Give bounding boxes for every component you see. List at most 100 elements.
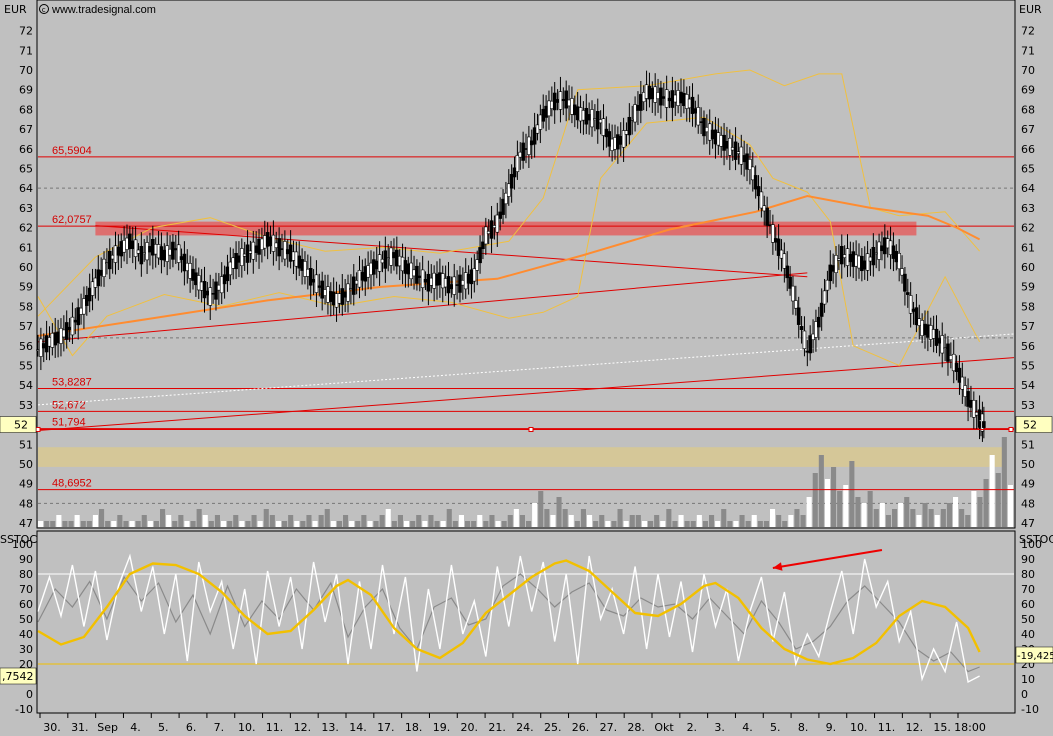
candle (484, 226, 488, 245)
volume-bar (849, 461, 855, 527)
volume-bar (971, 491, 977, 527)
candle (647, 85, 652, 100)
candle (231, 257, 235, 269)
line-handle (35, 426, 41, 432)
candle (82, 298, 86, 315)
volume-bar (123, 521, 129, 527)
candle (748, 159, 752, 171)
candle (963, 385, 968, 397)
volume-bar (172, 521, 178, 527)
volume-bar (56, 515, 62, 527)
candle (328, 291, 333, 302)
candle (954, 362, 959, 373)
candle (676, 90, 680, 106)
volume-bar (184, 521, 190, 527)
price-tick-right: 65 (1021, 162, 1035, 175)
volume-bar (422, 521, 428, 527)
stoch-tick-left: -10 (15, 703, 33, 716)
volume-bar (391, 521, 397, 527)
volume-bar (416, 515, 422, 527)
candle (191, 268, 195, 281)
volume-bar (733, 521, 739, 527)
price-marker-left: 52 (14, 419, 28, 432)
candle (357, 270, 362, 288)
candle (575, 106, 580, 121)
candle (386, 257, 391, 259)
candle (56, 331, 60, 344)
price-tick-right: 55 (1021, 359, 1035, 372)
candle (667, 97, 672, 102)
price-tick-right: 69 (1021, 84, 1035, 97)
volume-bar (837, 491, 843, 527)
candle (228, 261, 233, 276)
candle (145, 242, 149, 261)
candle (974, 411, 979, 416)
price-tick-right: 58 (1021, 300, 1035, 313)
volume-bar (349, 521, 355, 527)
candle (636, 104, 640, 111)
candle (753, 175, 758, 190)
price-tick-right: 51 (1021, 438, 1035, 451)
volume-bar (763, 521, 769, 527)
currency-right: EUR (1019, 3, 1042, 16)
stoch-tick-right: -10 (1021, 703, 1039, 716)
price-tick-right: 68 (1021, 103, 1035, 116)
candle (271, 234, 276, 252)
price-marker-right-box (1015, 416, 1053, 433)
candle (498, 211, 502, 219)
candle (452, 276, 457, 295)
candle (199, 281, 204, 291)
volume-bar (721, 509, 727, 527)
price-tick-left: 48 (19, 497, 33, 510)
candle (707, 123, 712, 141)
candle (67, 326, 72, 331)
stoch-slow-line (37, 573, 980, 673)
volume-bar (861, 503, 867, 527)
candle (265, 232, 270, 247)
candle (509, 174, 514, 189)
candle (624, 130, 629, 135)
volume-bar (745, 521, 751, 527)
candle (481, 241, 485, 249)
candle (185, 262, 190, 271)
candle (449, 284, 454, 290)
candle (725, 141, 729, 149)
volume-bar (831, 467, 837, 527)
candle (119, 241, 124, 257)
stoch-tick-left: 100 (12, 538, 33, 551)
candle (550, 100, 554, 109)
candle (274, 242, 279, 248)
candle (142, 252, 147, 255)
candle (633, 104, 637, 123)
x-label: 2. (687, 721, 698, 734)
candle (176, 244, 181, 263)
price-tick-left: 55 (19, 359, 33, 372)
candle (116, 246, 121, 256)
candle (380, 258, 385, 264)
candle (552, 92, 557, 111)
candle (64, 322, 69, 340)
candle (564, 90, 568, 109)
candle (245, 244, 250, 263)
volume-bar (788, 515, 794, 527)
volume-bar (751, 515, 757, 527)
candle (641, 92, 646, 103)
candle (383, 250, 388, 269)
candle (41, 343, 46, 349)
copyright-icon: c (39, 4, 49, 14)
candle (351, 276, 356, 295)
candle (521, 142, 525, 161)
stoch-tick-left: 40 (19, 628, 33, 641)
candle (506, 183, 511, 197)
candle (903, 273, 907, 292)
volume-bar (587, 515, 593, 527)
stoch-tick-right: 90 (1021, 553, 1035, 566)
candle (616, 134, 620, 150)
x-label: 18:00 (954, 721, 986, 734)
candle (885, 238, 890, 249)
candle (659, 87, 663, 106)
candle (440, 273, 445, 289)
candle (50, 332, 55, 348)
candle (587, 114, 591, 121)
candle (285, 249, 290, 255)
